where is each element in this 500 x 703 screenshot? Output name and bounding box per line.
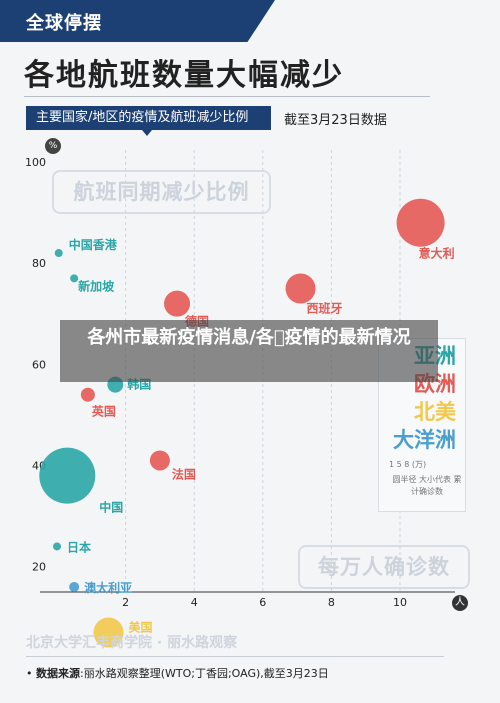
data-point <box>70 274 79 283</box>
size-legend-caption: 1 5 8 (万) <box>389 460 427 469</box>
footer-source: • 数据来源:丽水路观察整理(WTO;丁香园;OAG),截至3月23日 <box>26 667 329 680</box>
header-tag-bg <box>0 0 275 42</box>
point-label: 法国 <box>172 466 196 481</box>
y-tick-label: 60 <box>32 358 46 371</box>
footer-divider <box>26 656 444 657</box>
y-tick-label: 20 <box>32 561 46 574</box>
data-point <box>149 450 170 471</box>
point-label: 美国 <box>128 619 152 634</box>
x-unit-badge: 人 <box>452 595 468 611</box>
point-label: 澳大利亚 <box>84 580 132 595</box>
footer-org: 北京大学汇丰商学院 · 丽水路观察 <box>26 635 238 651</box>
y-tick-label: 100 <box>25 156 46 169</box>
data-point <box>396 198 445 247</box>
footer-source-text: :丽水路观察整理(WTO;丁香园;OAG),截至3月23日 <box>80 667 329 680</box>
x-tick-label: 2 <box>122 596 129 609</box>
data-point <box>53 542 61 551</box>
header-tag: 全球停摆 <box>26 13 102 34</box>
x-tick-label: 10 <box>393 596 407 609</box>
header-band: 全球停摆 <box>0 0 500 42</box>
point-label: 新加坡 <box>78 278 115 293</box>
legend-item-north-america: 北美 <box>414 400 456 424</box>
y-tick-label: 80 <box>32 257 46 270</box>
data-point <box>164 290 191 317</box>
title-divider <box>24 96 430 97</box>
as-of-date: 截至3月23日数据 <box>284 113 387 128</box>
point-label: 中国 <box>99 500 123 515</box>
data-point <box>285 273 316 304</box>
point-label: 西班牙 <box>307 300 343 315</box>
data-point <box>93 617 124 648</box>
point-label: 日本 <box>67 539 91 554</box>
data-point <box>69 581 80 592</box>
subheader-pointer <box>142 130 152 136</box>
chart-title: 航班同期减少比例 <box>52 170 271 214</box>
overlay-banner: 各州市最新疫情消息/各 疫情的最新情况 <box>60 320 438 382</box>
size-legend-note: 圆半径 大小代表 累计确诊数 <box>392 475 462 496</box>
x-tick-label: 4 <box>191 596 198 609</box>
footer-source-label: 数据来源 <box>36 667 80 680</box>
point-label: 中国香港 <box>69 237 118 252</box>
y-unit-badge: % <box>45 138 61 154</box>
point-label: 英国 <box>92 404 116 419</box>
subheader-label: 主要国家/地区的疫情及航班减少比例 <box>26 106 271 130</box>
x-tick-label: 8 <box>328 596 335 609</box>
legend-item-oceania: 大洋洲 <box>393 428 456 452</box>
size-metric-label: 每万人确诊数 <box>298 545 470 589</box>
x-tick-label: 6 <box>259 596 266 609</box>
data-point <box>54 249 63 258</box>
point-label: 意大利 <box>419 246 455 261</box>
data-point <box>80 387 95 402</box>
data-point <box>39 447 96 504</box>
page-title: 各地航班数量大幅减少 <box>24 58 344 93</box>
